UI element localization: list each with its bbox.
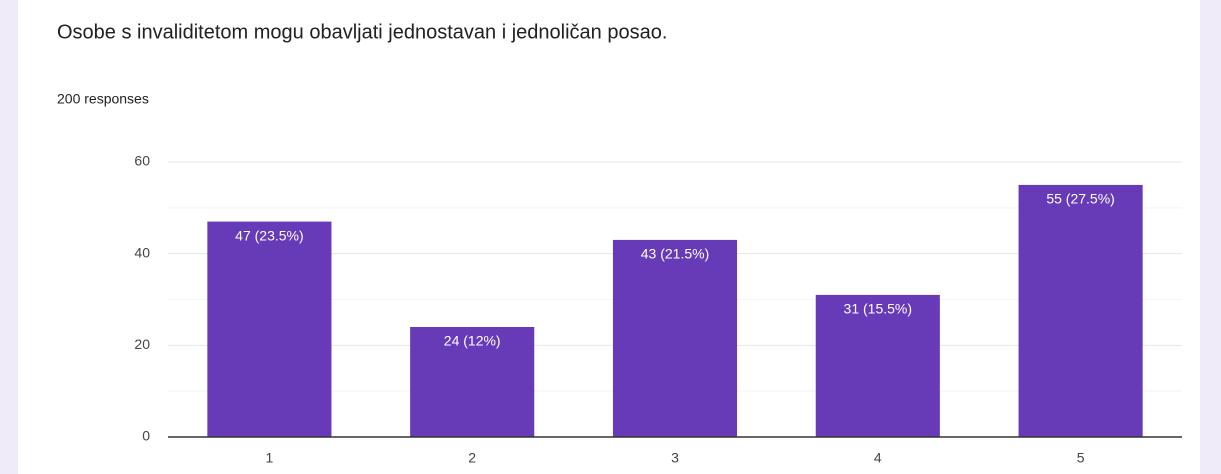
bar [1018,184,1143,437]
bar [815,294,940,437]
value-label: 31 (15.5%) [844,301,912,317]
y-tick-label: 40 [134,244,150,260]
response-count: 200 responses [57,91,149,107]
y-tick-label: 0 [142,428,150,444]
bar [612,239,738,437]
value-label: 55 (27.5%) [1046,191,1114,207]
x-tick-label: 2 [468,450,476,466]
value-label: 43 (21.5%) [641,246,709,262]
x-tick-label: 1 [266,450,274,466]
x-tick-label: 5 [1077,450,1085,466]
bar [410,327,535,437]
value-label: 24 (12%) [444,333,501,349]
chart-title: Osobe s invaliditetom mogu obavljati jed… [57,21,667,43]
y-tick-label: 20 [134,336,150,352]
x-tick-label: 3 [671,450,679,466]
x-tick-label: 4 [874,450,882,466]
value-label: 47 (23.5%) [235,227,303,243]
bar [207,221,332,437]
y-tick-label: 60 [134,153,150,169]
